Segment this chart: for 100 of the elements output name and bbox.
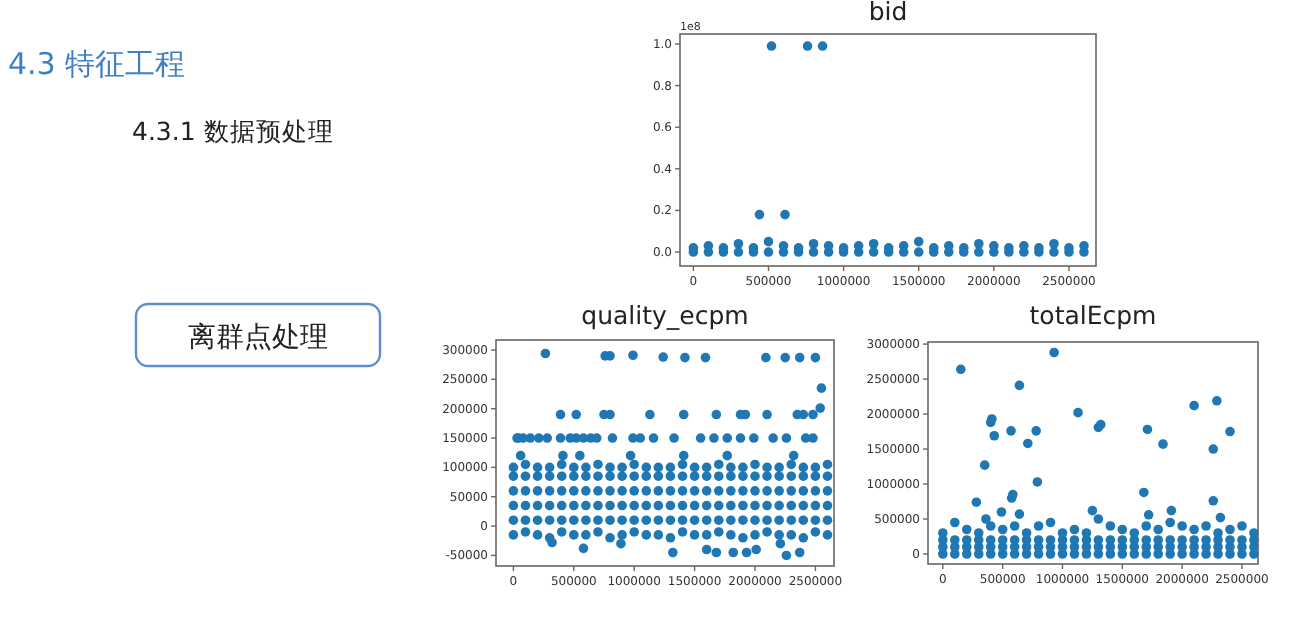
point bbox=[701, 500, 712, 511]
point bbox=[508, 462, 519, 473]
point bbox=[750, 500, 760, 511]
point bbox=[689, 471, 700, 481]
point bbox=[1225, 426, 1235, 437]
point bbox=[581, 462, 591, 473]
point bbox=[593, 515, 603, 526]
point bbox=[1019, 241, 1029, 251]
point bbox=[726, 530, 736, 540]
point bbox=[1049, 238, 1059, 249]
point bbox=[653, 530, 664, 540]
point bbox=[997, 535, 1008, 545]
point bbox=[629, 471, 639, 481]
point bbox=[754, 209, 765, 220]
point bbox=[1033, 535, 1044, 545]
point bbox=[544, 500, 555, 511]
point bbox=[1249, 528, 1259, 538]
point bbox=[762, 527, 772, 537]
point bbox=[617, 471, 627, 481]
point bbox=[1032, 477, 1043, 487]
point bbox=[617, 486, 627, 496]
point bbox=[1021, 528, 1032, 538]
point bbox=[629, 515, 639, 526]
point bbox=[532, 515, 543, 526]
point bbox=[665, 471, 676, 481]
point bbox=[1117, 535, 1128, 545]
point bbox=[786, 459, 797, 470]
point bbox=[593, 500, 603, 511]
point bbox=[605, 486, 615, 496]
point bbox=[665, 486, 676, 496]
point bbox=[738, 500, 748, 511]
point bbox=[508, 515, 519, 526]
point bbox=[569, 530, 579, 540]
point bbox=[508, 530, 519, 540]
point bbox=[665, 533, 676, 543]
point bbox=[569, 515, 579, 526]
point bbox=[629, 486, 639, 496]
point bbox=[1153, 524, 1164, 535]
point bbox=[508, 486, 519, 496]
point bbox=[556, 486, 567, 496]
point bbox=[713, 527, 724, 537]
point bbox=[808, 247, 819, 257]
point bbox=[750, 515, 760, 526]
point bbox=[798, 515, 809, 526]
point bbox=[689, 515, 700, 526]
point bbox=[689, 462, 700, 473]
point bbox=[677, 486, 688, 496]
point bbox=[822, 515, 833, 526]
point bbox=[961, 535, 972, 545]
point bbox=[556, 515, 567, 526]
point bbox=[520, 459, 531, 470]
point bbox=[726, 500, 736, 511]
point bbox=[520, 486, 531, 496]
point bbox=[1142, 424, 1153, 435]
point bbox=[520, 515, 531, 526]
point bbox=[677, 515, 688, 526]
point bbox=[1069, 524, 1080, 535]
point bbox=[868, 238, 879, 249]
point bbox=[822, 471, 833, 481]
point bbox=[750, 530, 760, 540]
point bbox=[1208, 496, 1219, 506]
point bbox=[1033, 521, 1044, 531]
point bbox=[1208, 444, 1219, 454]
point bbox=[1201, 535, 1211, 545]
point bbox=[774, 486, 784, 496]
point bbox=[1129, 528, 1140, 538]
point bbox=[997, 524, 1008, 535]
point bbox=[520, 471, 531, 481]
point bbox=[750, 459, 760, 470]
point bbox=[1009, 535, 1020, 545]
point bbox=[913, 247, 924, 257]
point bbox=[1049, 347, 1059, 358]
point bbox=[1215, 512, 1226, 523]
point bbox=[641, 515, 652, 526]
point bbox=[641, 530, 652, 540]
point bbox=[677, 500, 688, 511]
point bbox=[868, 247, 879, 257]
point bbox=[689, 486, 700, 496]
point bbox=[1014, 380, 1025, 391]
point bbox=[774, 530, 784, 540]
point bbox=[981, 514, 991, 524]
point bbox=[726, 471, 736, 481]
point bbox=[1212, 395, 1222, 406]
point bbox=[617, 530, 627, 540]
point bbox=[786, 530, 797, 540]
point bbox=[943, 241, 954, 251]
point bbox=[738, 533, 748, 543]
point bbox=[581, 486, 591, 496]
text: 4.3.1 数据预处理 bbox=[132, 116, 334, 146]
point bbox=[810, 471, 821, 481]
point bbox=[1177, 535, 1187, 545]
point bbox=[1009, 521, 1020, 531]
point bbox=[762, 471, 772, 481]
text: 离群点处理 bbox=[188, 322, 328, 354]
point bbox=[1189, 400, 1199, 411]
point bbox=[593, 527, 603, 537]
point bbox=[653, 471, 664, 481]
point bbox=[738, 515, 748, 526]
point bbox=[713, 500, 724, 511]
point bbox=[1153, 535, 1164, 545]
